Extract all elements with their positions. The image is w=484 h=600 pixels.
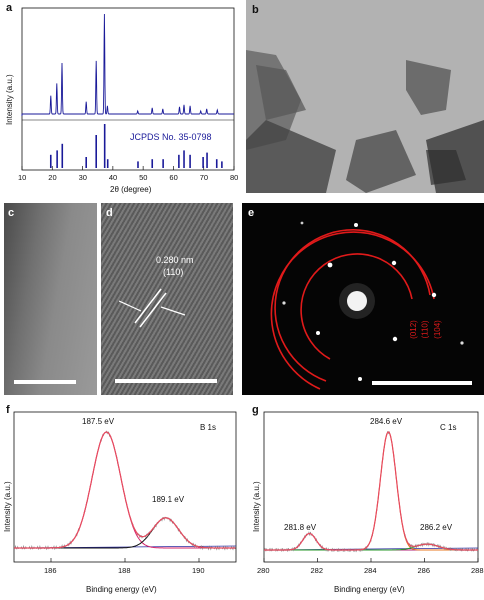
panel-label-a: a (6, 2, 13, 14)
f-ylabel: Intensity (a.u.) (3, 481, 12, 532)
tem-image-c (4, 203, 97, 395)
g-peak1: 281.8 eV (284, 523, 317, 532)
f-peak1: 187.5 eV (82, 417, 115, 426)
xps-raw-data (264, 430, 479, 553)
xps-envelope (14, 431, 236, 549)
scale-bar-e (372, 381, 472, 385)
panel-f: f 186 188 190 Intensity (a.u.) Binding ene… (0, 402, 242, 600)
xrd-xtick-label: 80 (230, 173, 238, 182)
scale-bar-d (115, 379, 217, 383)
xps-component-curve (14, 517, 236, 549)
g-ylabel: Intensity (a.u.) (252, 481, 261, 532)
panel-a: a 10 20 30 40 50 60 70 80 Intensity (a.u.) 2θ (… (0, 0, 240, 196)
xrd-xtick-label: 20 (48, 173, 56, 182)
f-xlabel: Binding energy (eV) (86, 585, 157, 594)
panel-label-d: d (106, 207, 113, 219)
tem-flakes (246, 0, 484, 193)
xps-xtick-label: 284 (364, 566, 377, 575)
panel-d: 0.280 nm (110) d (101, 203, 233, 395)
xrd-xtick-label: 30 (79, 173, 87, 182)
panel-label-g: g (252, 404, 259, 416)
xps-xtick-label: 190 (192, 566, 205, 575)
xps-xtick-label: 282 (311, 566, 324, 575)
f-peak2: 189.1 eV (152, 495, 185, 504)
hrtem-image-d (101, 203, 233, 395)
panel-label-f: f (6, 404, 10, 416)
xrd-xlabel: 2θ (degree) (110, 185, 152, 194)
f-title: B 1s (200, 423, 216, 432)
xrd-xtick-label: 50 (139, 173, 147, 182)
d-plane-label: (110) (163, 267, 184, 277)
saed-pattern (270, 221, 472, 390)
xrd-frame (21, 7, 235, 171)
xps-raw-data (14, 430, 236, 551)
xrd-ylabel: Intensity (a.u.) (5, 74, 14, 125)
g-title: C 1s (440, 423, 456, 432)
xrd-xtick-label: 40 (109, 173, 117, 182)
lattice-marker (115, 288, 217, 383)
xps-component-curve (14, 431, 236, 549)
ring-label-104: (104) (432, 320, 442, 339)
xps-c1s-chart: 280 282 284 286 288 Intensity (a.u.) Binding… (252, 411, 484, 594)
g-peak2: 284.6 eV (370, 417, 403, 426)
xrd-chart: 10 20 30 40 50 60 70 80 Intensity (a.u.) 2θ (de… (5, 7, 238, 194)
g-xlabel: Binding energy (eV) (334, 585, 405, 594)
xps-xtick-label: 186 (44, 566, 57, 575)
xps-envelope (264, 431, 478, 551)
xps-xtick-label: 286 (418, 566, 431, 575)
panel-b: b (246, 0, 484, 196)
panel-g: g 280 282 284 286 288 Intensity (a.u.) Bindi… (242, 402, 484, 600)
panel-label-c: c (8, 207, 15, 219)
panel-label-e: e (248, 207, 255, 219)
scale-bar-c (14, 380, 76, 384)
ring-label-110: (110) (420, 320, 430, 339)
panel-e: (012) (110) (104) e (242, 203, 484, 395)
ring-label-012: (012) (408, 320, 418, 339)
tem-image-b (246, 0, 484, 193)
ring-labels: (012) (110) (104) (408, 309, 442, 349)
xrd-xtick-label: 10 (18, 173, 26, 182)
xrd-xtick-label: 60 (169, 173, 177, 182)
panel-label-b: b (252, 4, 259, 16)
xps-xtick-label: 288 (471, 566, 484, 575)
panel-c: c (0, 203, 97, 395)
xps-component-curve (264, 431, 478, 551)
xps-xtick-label: 280 (257, 566, 270, 575)
xrd-pattern-line (21, 13, 234, 116)
xrd-xtick-label: 70 (200, 173, 208, 182)
d-spacing-label: 0.280 nm (156, 255, 194, 265)
xps-xtick-label: 188 (118, 566, 131, 575)
xps-b1s-chart: 186 188 190 Intensity (a.u.) Binding energ… (3, 411, 237, 594)
g-peak3: 286.2 eV (420, 523, 453, 532)
xrd-legend: JCPDS No. 35-0798 (130, 132, 212, 142)
